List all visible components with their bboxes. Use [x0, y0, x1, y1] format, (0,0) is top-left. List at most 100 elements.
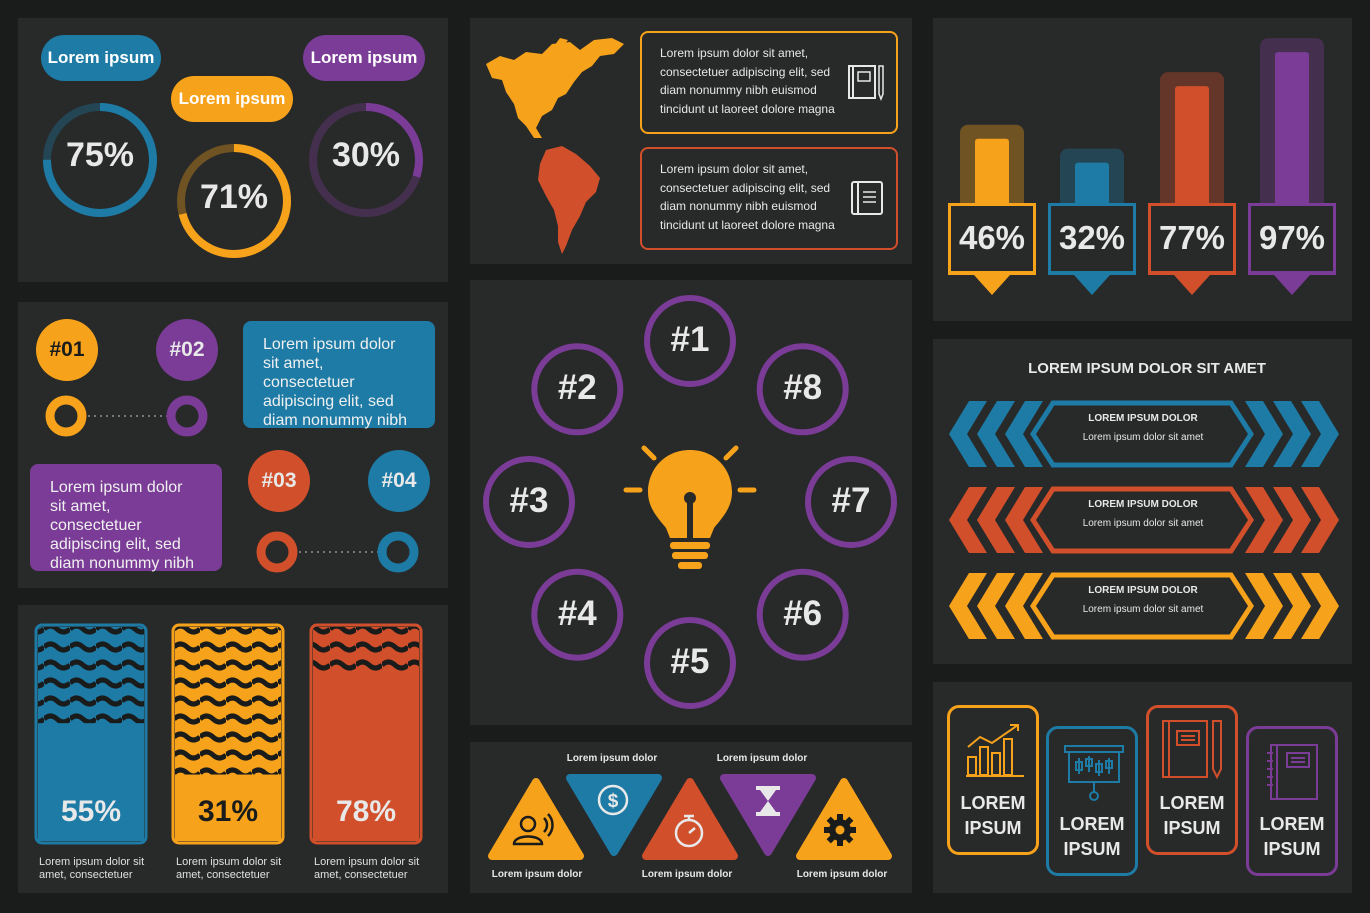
chevron-center-3	[1030, 572, 1254, 640]
card-2: LOREM IPSUM	[1046, 726, 1138, 876]
idea-ring-6	[756, 568, 849, 661]
pinbar-value-2: 32%	[1058, 219, 1126, 256]
pinbar-value-1: 46%	[958, 219, 1026, 256]
wavebar-wave-pattern-2	[175, 627, 281, 775]
pinbar-value-4: 97%	[1258, 219, 1326, 256]
map-infobox-1: Lorem ipsum dolor sit amet, consectetuer…	[640, 31, 898, 134]
pinbar-bar-1	[975, 138, 1009, 217]
card-3-label-1: LOREM	[1159, 793, 1225, 813]
presentation-board-icon	[1064, 745, 1124, 801]
donut-chart-2	[177, 144, 291, 258]
triangle-graphics: $	[488, 774, 892, 860]
wavebar-wave-pattern-3	[313, 627, 419, 675]
chevron-text-1: Lorem ipsum dolor sit amet	[1082, 432, 1204, 443]
pinbar-pointer-3	[1174, 275, 1210, 295]
idea-label-5: #5	[670, 642, 710, 681]
triangle-bottom-label-2: Lorem ipsum dolor	[641, 869, 733, 880]
pinbar-bar-4	[1275, 52, 1309, 217]
timeline-connector-2	[256, 531, 419, 573]
chevron-title: LOREM IPSUM DOLOR SIT AMET	[1028, 360, 1266, 377]
idea-label-6: #6	[783, 593, 823, 633]
svg-text:$: $	[608, 791, 619, 812]
donut-panel: Lorem ipsum Lorem ipsum Lorem ipsum 75% …	[18, 18, 448, 282]
idea-label-1: #1	[670, 320, 710, 359]
north-america-map-icon	[486, 38, 624, 138]
map-infobox-2: Lorem ipsum dolor sit amet, consectetuer…	[640, 147, 898, 250]
chevron-heading-1: LOREM IPSUM DOLOR	[1088, 413, 1198, 424]
wavebar-panel: 55% 31% 78% Lorem ipsum dolor sit amet, …	[18, 605, 448, 893]
idea-rings	[483, 295, 897, 709]
triangle-bottom-label-3: Lorem ipsum dolor	[796, 869, 888, 880]
pinbar-pointer-4	[1274, 275, 1310, 295]
south-america-map-icon	[538, 146, 600, 254]
pinbar-bar-3	[1175, 86, 1209, 217]
pinbar-base-2	[1048, 271, 1136, 275]
pinbar-pointer-1	[974, 275, 1010, 295]
wavebar-value-1: 55%	[60, 795, 122, 828]
timeline-textbox-1: Lorem ipsum dolor sit amet, consectetuer…	[243, 321, 435, 429]
wavebar-fill-2	[175, 774, 281, 841]
donut-arc-2	[177, 144, 291, 258]
wavebar-wave-pattern-1	[38, 627, 144, 724]
lightbulb-icon	[623, 445, 757, 569]
idea-ring-1	[644, 295, 736, 387]
card-1: LOREM IPSUM	[947, 705, 1039, 855]
chevron-row-2	[949, 487, 1339, 553]
wavebar-fill-1	[38, 723, 144, 841]
wavebar-caption-2: Lorem ipsum dolor sit amet, consectetuer	[176, 856, 282, 881]
triangle-panel: Lorem ipsum dolor Lorem ipsum dolor $	[470, 742, 912, 893]
step-badge-02: #02	[156, 319, 218, 381]
idea-label-3: #3	[509, 481, 549, 520]
chevron-panel: LOREM IPSUM DOLOR SIT AMET LOREM IPSUM D…	[933, 339, 1352, 664]
chevron-graphics	[949, 400, 1339, 640]
timeline-panel: #01 #02 Lorem ipsum dolor sit amet, cons…	[18, 302, 448, 588]
map-panel: Lorem ipsum dolor sit amet, consectetuer…	[470, 18, 912, 264]
wavebar-caption-3: Lorem ipsum dolor sit amet, consectetuer	[314, 856, 420, 881]
triangle-bottom-label-1: Lorem ipsum dolor	[491, 869, 583, 880]
user-voice-icon	[512, 813, 554, 846]
triangle-top-label-1: Lorem ipsum dolor	[566, 753, 658, 764]
card-2-label-2: IPSUM	[1063, 839, 1121, 859]
donut-pill-2: Lorem ipsum	[171, 76, 293, 122]
timeline-textbox-2: Lorem ipsum dolor sit amet, consectetuer…	[30, 464, 222, 572]
step-badge-04: #04	[368, 450, 430, 512]
notebook-pen-icon	[1162, 720, 1222, 780]
stopwatch-icon	[674, 814, 704, 848]
wavebar-value-2: 31%	[197, 795, 259, 828]
step-badge-03: #03	[248, 450, 310, 512]
line-chart-icon	[966, 724, 1024, 777]
card-1-label-1: LOREM	[960, 793, 1026, 813]
chevron-heading-3: LOREM IPSUM DOLOR	[1088, 585, 1198, 596]
gear-icon	[824, 814, 856, 846]
idea-ring-7	[805, 456, 897, 548]
idea-label-8: #8	[783, 368, 823, 408]
chevron-text-2: Lorem ipsum dolor sit amet	[1082, 518, 1204, 529]
triangle-top-label-2: Lorem ipsum dolor	[716, 753, 808, 764]
donut-pill-3: Lorem ipsum	[303, 35, 425, 81]
idea-label-7: #7	[831, 481, 871, 520]
chevron-heading-2: LOREM IPSUM DOLOR	[1088, 499, 1198, 510]
idea-label-2: #2	[557, 368, 597, 408]
pinbar-base-1	[948, 271, 1036, 275]
wavebar-frame-2	[171, 623, 285, 845]
pinbar-base-4	[1248, 271, 1336, 275]
card-4: LOREM IPSUM	[1246, 726, 1338, 876]
pinbar-box-bg-4	[1248, 203, 1336, 275]
pinbar-box-bg-2	[1048, 203, 1136, 275]
donut-arc-3	[309, 103, 423, 217]
idea-ring-2	[531, 343, 624, 436]
wavebar-caption-1: Lorem ipsum dolor sit amet, consectetuer	[39, 856, 145, 881]
wavebar-frame-1	[34, 623, 148, 845]
pinbar-box-bg-3	[1148, 203, 1236, 275]
chevron-row-1	[949, 401, 1339, 467]
donut-pill-1: Lorem ipsum	[41, 35, 161, 81]
wavebar-fill-3	[313, 674, 419, 841]
wavebar-value-3: 78%	[335, 795, 397, 828]
pinbar-base-3	[1148, 271, 1236, 275]
card-3: LOREM IPSUM	[1146, 705, 1238, 855]
pinbar-value-3: 77%	[1158, 219, 1226, 256]
map-infobox-1-text: Lorem ipsum dolor sit amet, consectetuer…	[660, 46, 835, 116]
chevron-center-1	[1030, 400, 1254, 468]
wavebar-graphics	[34, 623, 423, 845]
donut-value-3: 30%	[331, 136, 401, 174]
